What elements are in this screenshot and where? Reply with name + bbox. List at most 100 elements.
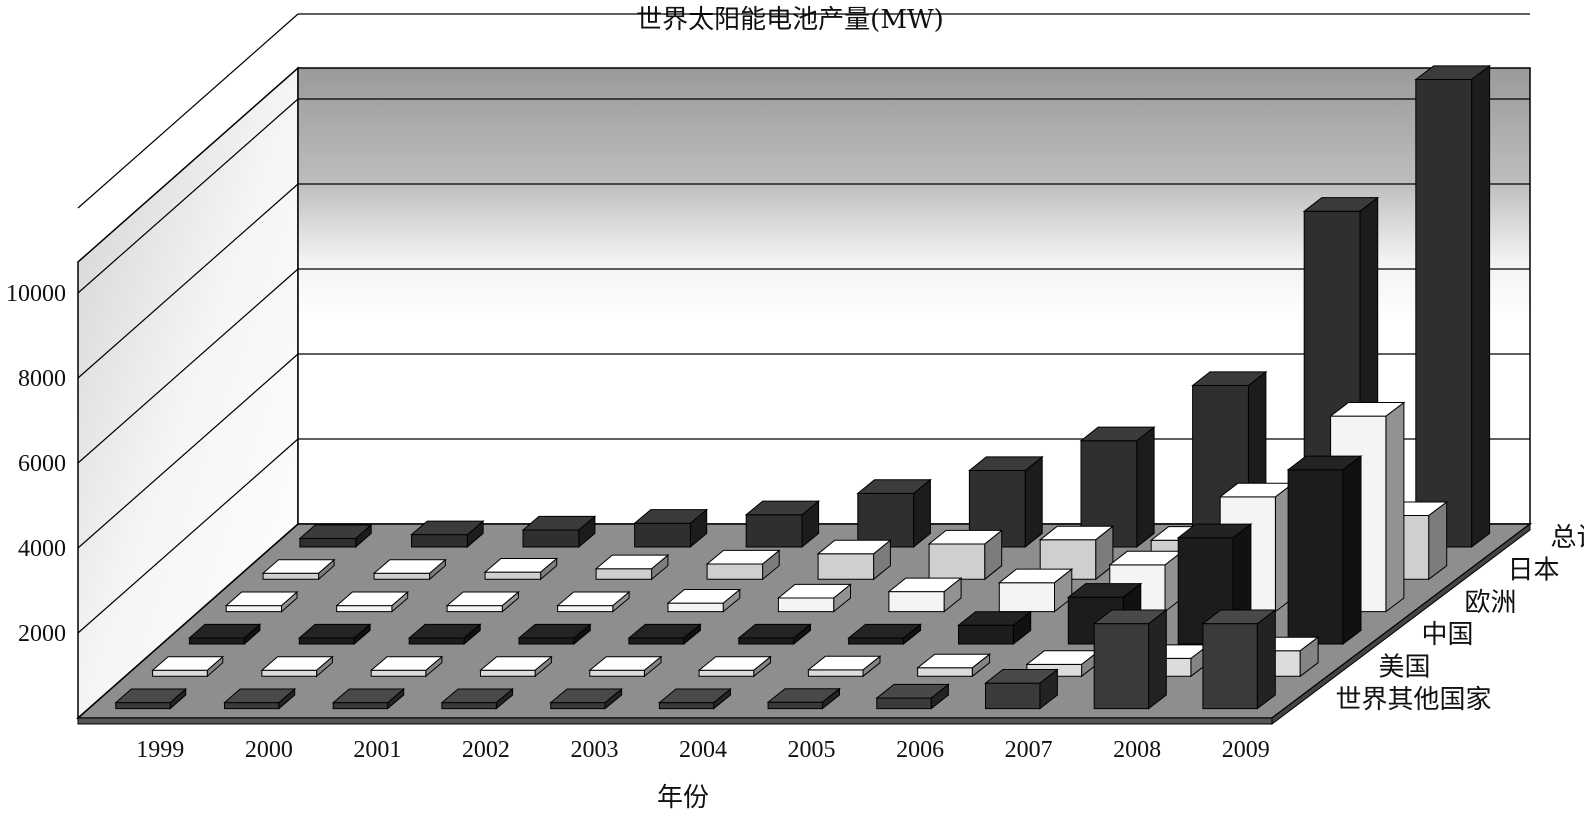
bar-top xyxy=(407,623,482,639)
bar-front xyxy=(224,702,280,710)
bar-top xyxy=(223,688,297,704)
series-label: 美国 xyxy=(1379,653,1431,683)
bar-top xyxy=(1038,525,1115,541)
bar-front xyxy=(1093,623,1150,710)
bar-top xyxy=(744,500,820,516)
bar-中国-1999 xyxy=(188,623,262,646)
series-label: 欧洲 xyxy=(1465,588,1517,618)
bar-front xyxy=(857,492,915,548)
bar-总计-2004 xyxy=(856,478,932,549)
bar-中国-2004 xyxy=(737,623,812,646)
bar-top xyxy=(260,656,334,671)
bar-front xyxy=(767,701,823,710)
bar-front xyxy=(998,582,1055,613)
gridline-side xyxy=(77,438,299,634)
bar-世界其他国家-2000 xyxy=(223,687,297,710)
bar-世界其他国家-1999 xyxy=(114,687,188,710)
bar-总计-2006 xyxy=(1079,426,1156,549)
bar-欧洲-2006 xyxy=(997,568,1074,613)
bar-top xyxy=(331,688,406,704)
bar-世界其他国家-2004 xyxy=(658,687,732,710)
bar-front xyxy=(777,597,835,613)
bar-世界其他国家-2001 xyxy=(331,687,406,710)
bar-front xyxy=(261,669,318,677)
bar-top xyxy=(1191,371,1268,386)
bar-side xyxy=(1024,455,1043,549)
bar-欧洲-2003 xyxy=(666,588,742,613)
bar-美国-2005 xyxy=(806,655,882,678)
bar-front xyxy=(408,637,465,645)
y-tick-label: 6000 xyxy=(18,451,66,477)
bar-top xyxy=(224,591,299,607)
bar-总计-2005 xyxy=(967,455,1044,549)
bar-top xyxy=(594,554,670,570)
bar-front xyxy=(1287,469,1344,645)
gridline-side xyxy=(77,353,299,549)
bar-top xyxy=(483,558,559,573)
bar-front xyxy=(706,563,764,580)
bar-front xyxy=(188,637,245,645)
gridline-side xyxy=(77,98,299,294)
bar-top xyxy=(658,688,732,704)
bar-美国-2003 xyxy=(588,655,663,678)
x-tick-label: 2000 xyxy=(245,737,293,763)
bar-欧洲-1999 xyxy=(224,590,299,613)
bar-front xyxy=(985,682,1041,710)
bar-top xyxy=(766,688,841,703)
x-tick-label: 2003 xyxy=(570,737,618,763)
bar-front xyxy=(634,522,691,548)
bar-front xyxy=(373,572,431,580)
bar-top xyxy=(627,623,702,639)
bar-front xyxy=(522,529,580,548)
bar-front xyxy=(807,669,864,677)
bar-中国-2001 xyxy=(407,623,482,646)
bar-top xyxy=(847,623,923,639)
bar-top xyxy=(1066,583,1143,598)
bar-欧洲-2004 xyxy=(776,583,852,613)
bar-top xyxy=(1329,402,1406,417)
bar-top xyxy=(517,623,592,639)
bar-front xyxy=(848,637,904,645)
x-tick-label: 1999 xyxy=(136,737,184,763)
bar-top xyxy=(887,577,963,593)
bar-top xyxy=(697,656,772,671)
bar-front xyxy=(1415,79,1473,548)
bar-欧洲-2001 xyxy=(445,590,520,613)
bar-日本-2003 xyxy=(705,549,781,581)
bar-总计-2001 xyxy=(521,515,597,549)
x-tick-label: 2002 xyxy=(462,737,510,763)
bar-top xyxy=(1092,609,1168,625)
chart-title: 世界太阳能电池产量(MW) xyxy=(636,5,944,35)
bar-top xyxy=(410,520,485,536)
gridline-side xyxy=(77,183,299,379)
floor-side-edge xyxy=(1271,522,1531,726)
bar-front xyxy=(628,637,685,645)
bar-top xyxy=(984,669,1059,684)
y-tick-label: 2000 xyxy=(18,621,66,647)
bar-总计-1999 xyxy=(298,523,373,549)
bar-top xyxy=(957,611,1033,626)
bar-top xyxy=(521,515,597,531)
bar-front xyxy=(518,637,575,645)
bar-front xyxy=(958,624,1014,645)
bar-top xyxy=(856,479,932,494)
series-label: 日本 xyxy=(1508,556,1560,586)
bar-top xyxy=(556,591,631,607)
bar-总计-2002 xyxy=(633,508,709,549)
bar-美国-2006 xyxy=(916,653,992,678)
bar-top xyxy=(335,591,410,607)
bar-top xyxy=(806,655,882,671)
bar-front xyxy=(738,637,795,645)
bar-front xyxy=(484,571,542,580)
bar-top xyxy=(588,656,663,671)
bar-side xyxy=(1342,455,1362,646)
bar-欧洲-2002 xyxy=(556,590,631,613)
x-axis-label: 年份 xyxy=(657,783,709,813)
bar-中国-2000 xyxy=(297,623,372,646)
bar-top xyxy=(633,509,709,524)
bar-世界其他国家-2002 xyxy=(440,687,514,710)
bar-front xyxy=(550,702,606,710)
bar-side xyxy=(1148,608,1167,710)
bar-top xyxy=(1286,455,1363,471)
